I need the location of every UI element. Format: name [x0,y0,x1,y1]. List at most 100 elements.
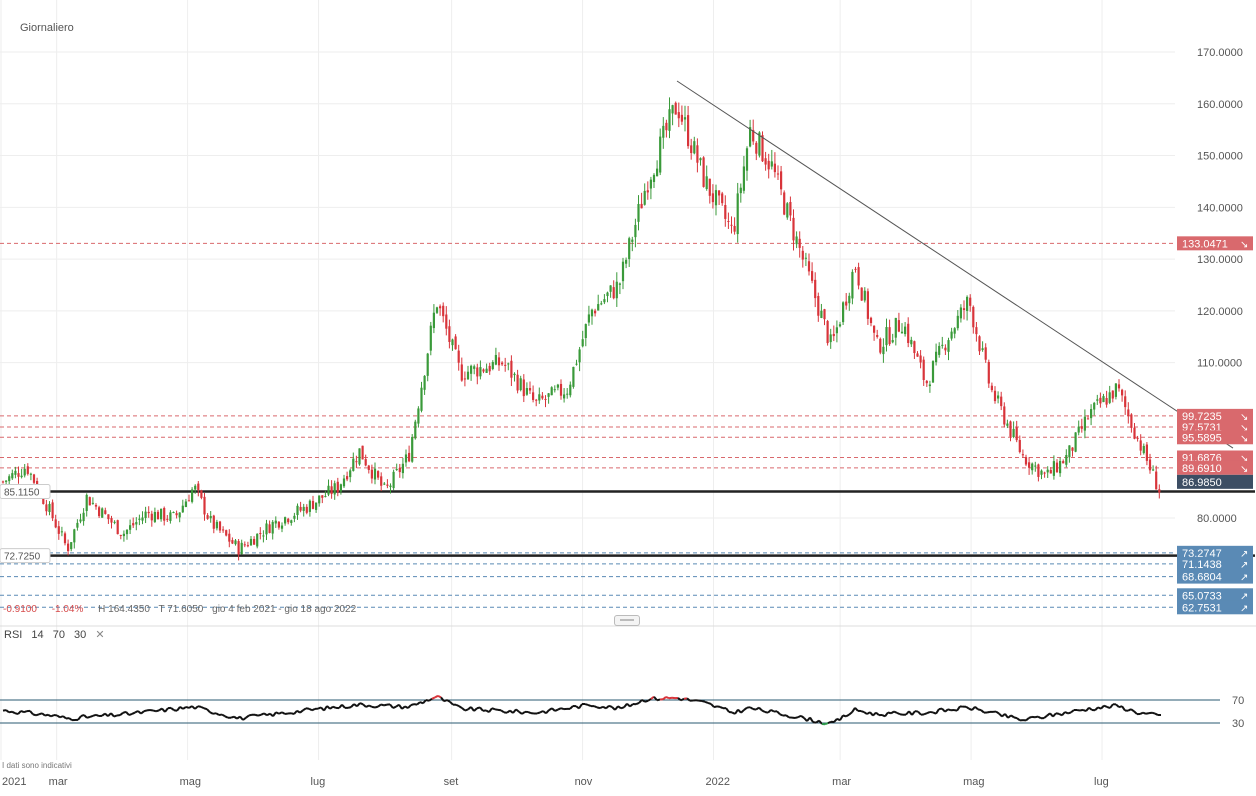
candle-body [926,381,928,383]
close-icon[interactable]: ✕ [95,629,104,641]
arrow-down-icon: ↘ [1240,464,1248,475]
candle-body [780,171,782,189]
candle-body [79,519,81,521]
rsi-line-segment [849,712,852,715]
rsi-line-segment [360,703,363,704]
candle-body [523,379,525,396]
low-value: T 71.6050 [159,604,204,615]
rsi-line-segment [648,699,651,701]
rsi-line-segment [126,712,129,715]
timeframe-label[interactable]: Giornaliero [20,22,74,34]
rsi-line-segment [258,715,261,716]
candle-body [389,486,391,488]
rsi-line-segment [948,709,951,710]
candle-body [913,341,915,353]
candle-body [340,484,342,491]
rsi-line-segment [276,712,279,714]
candle-body [200,490,202,497]
rsi-label[interactable]: RSI [4,629,22,641]
rsi-line-segment [489,708,492,712]
price-level-tag-text: 133.0471 [1182,238,1228,250]
rsi-line-segment [513,709,516,713]
candle-body [231,540,233,543]
y-tick-label: 110.0000 [1197,358,1242,370]
candle-body [703,157,705,187]
rsi-line-segment [981,710,984,712]
candle-body [1115,383,1117,396]
rsi-line-segment [141,711,144,713]
candle-body [318,496,320,504]
rsi-line-segment [516,709,519,711]
candle-body [284,517,286,523]
rsi-line-segment [651,697,654,699]
candle-body [796,236,798,244]
rsi-line-segment [375,707,378,708]
rsi-line-segment [876,713,879,716]
change-percent: -1.04% [52,604,84,615]
candle-body [901,332,903,334]
pane-resize-handle[interactable] [614,615,640,626]
candle-body [727,221,729,222]
x-tick-label: nov [575,776,593,788]
rsi-line-segment [777,711,780,714]
candle-body [802,251,804,260]
rsi-line-segment [834,719,837,722]
rsi-line-segment [1053,713,1056,716]
rsi-header: RSI 14 70 30 ✕ [4,628,111,641]
candle-body [572,367,574,387]
rsi-line-segment [354,704,357,706]
candle-body [920,356,922,363]
rsi-line-segment [426,700,429,701]
rsi-upper: 70 [53,629,65,641]
candle-body [386,485,388,486]
x-tick-label: mag [180,776,201,788]
rsi-line-segment [1017,718,1020,720]
rsi-line-segment [369,705,372,706]
candle-body [1084,417,1086,431]
candle-body [715,190,717,205]
trendline[interactable] [677,81,1233,448]
x-tick-label: lug [311,776,326,788]
candle-body [851,272,853,299]
candle-body [563,394,565,398]
rsi-line-segment [300,710,303,712]
candle-body [253,539,255,545]
candle-body [904,327,906,334]
candle-body [70,542,72,549]
candle-body [690,145,692,153]
candle-body [117,520,119,534]
rsi-line-segment [366,705,369,707]
candle-body [706,176,708,189]
candle-body [895,318,897,338]
rsi-line-segment [942,709,945,712]
rsi-line-segment [1068,712,1071,713]
candle-body [21,476,23,477]
rsi-line-segment [936,709,939,714]
rsi-line-segment [501,710,504,712]
candle-body [761,135,763,161]
candle-body [92,503,94,504]
candle-body [532,392,534,400]
candle-body [827,321,829,343]
candle-body [1075,432,1077,451]
candle-body [724,205,726,219]
candle-body [526,388,528,395]
candle-body [281,526,283,529]
candle-body [923,360,925,380]
rsi-line-segment [153,710,156,711]
rsi-line-segment [1071,710,1074,712]
rsi-line-segment [48,715,51,717]
candle-body [597,304,599,310]
rsi-line-segment [222,715,225,717]
candle-body [613,287,615,298]
candle-body [588,314,590,322]
candle-body [1040,471,1042,475]
rsi-line-segment [627,704,630,707]
candle-body [473,366,475,369]
rsi-line-segment [342,705,345,708]
candle-body [944,348,946,351]
rsi-line-segment [408,705,411,708]
candle-body [551,387,553,395]
